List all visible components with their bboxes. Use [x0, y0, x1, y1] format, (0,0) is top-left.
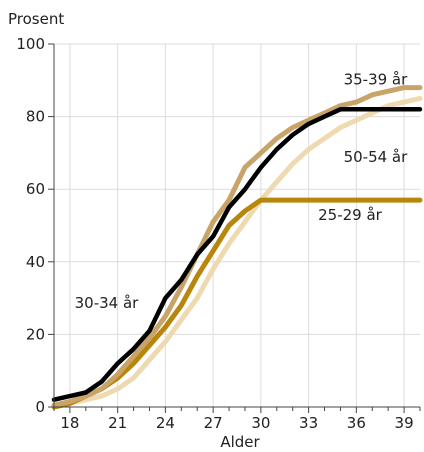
y-axis-title: Prosent: [8, 10, 64, 28]
series-line: [51, 107, 423, 402]
y-tick-label: 100: [16, 35, 45, 53]
series-label: 50-54 år: [344, 148, 409, 166]
x-tick-label: 39: [395, 414, 414, 432]
y-tick-label: 60: [26, 180, 45, 198]
x-tick-label: 33: [299, 414, 318, 432]
y-tick-label: 40: [26, 253, 45, 271]
axes: [48, 43, 421, 413]
y-tick-label: 80: [26, 108, 45, 126]
x-tick-label: 36: [347, 414, 366, 432]
series-line: [51, 95, 423, 408]
x-tick-label: 24: [156, 414, 175, 432]
series-label: 30-34 år: [75, 294, 140, 312]
x-tick-label: 30: [251, 414, 270, 432]
x-tick-label: 21: [108, 414, 127, 432]
series-labels: 35-39 år 50-54 år 25-29 år 30-34 år: [75, 71, 408, 312]
y-tick-label: 0: [35, 398, 45, 416]
x-axis-title: Alder: [220, 433, 260, 451]
x-tick-label: 18: [60, 414, 79, 432]
tick-labels: 0 20 40 60 80 100 18 21 24 27 30 33 36 39: [16, 35, 413, 432]
series-label: 35-39 år: [344, 71, 409, 89]
gridlines: [54, 43, 420, 407]
series-label: 25-29 år: [318, 206, 383, 224]
series-lines: [51, 85, 423, 410]
x-tick-label: 27: [204, 414, 223, 432]
series-line: [51, 85, 423, 408]
y-tick-label: 20: [26, 325, 45, 343]
